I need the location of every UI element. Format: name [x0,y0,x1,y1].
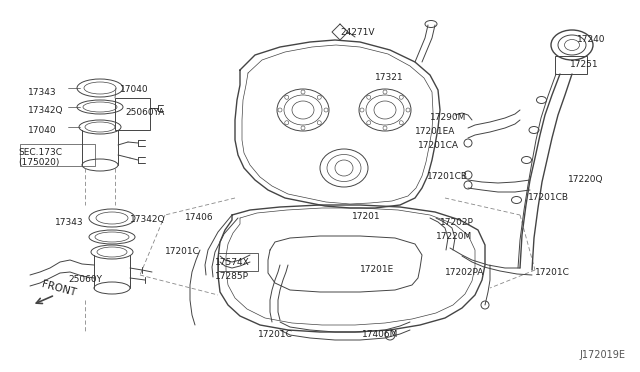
Text: 17342Q: 17342Q [28,106,63,115]
Text: 24271V: 24271V [340,28,374,37]
Bar [218,253,258,271]
Circle shape [464,181,472,189]
Text: 17201C: 17201C [165,247,200,256]
Text: 17201EA: 17201EA [415,127,456,136]
Text: 17321: 17321 [375,73,404,82]
Text: 17202P: 17202P [440,218,474,227]
Text: 17574X: 17574X [215,258,250,267]
Bar [20,144,95,166]
Text: 17201CB: 17201CB [528,193,569,202]
Text: 17202PA: 17202PA [445,268,484,277]
Text: 17240: 17240 [577,35,605,44]
Text: 17040: 17040 [120,85,148,94]
Text: 25060YA: 25060YA [125,108,164,117]
Bar [115,98,150,130]
Text: 17290M: 17290M [430,113,467,122]
Text: 17220Q: 17220Q [568,175,604,184]
Text: 17285P: 17285P [215,272,249,281]
Text: 25060Y: 25060Y [68,275,102,284]
Text: 17201C: 17201C [535,268,570,277]
Text: FRONT: FRONT [40,279,77,298]
Text: SEC.173C: SEC.173C [18,148,62,157]
Text: 17342Q: 17342Q [130,215,166,224]
Text: J172019E: J172019E [579,350,625,360]
Text: 17343: 17343 [55,218,84,227]
Text: 17040: 17040 [28,126,56,135]
Text: 17201CB: 17201CB [427,172,468,181]
Text: 17343: 17343 [28,88,56,97]
Text: 17201C: 17201C [258,330,293,339]
Text: 17251: 17251 [570,60,598,69]
Circle shape [464,139,472,147]
Bar [555,56,587,74]
Text: (175020): (175020) [18,158,60,167]
Circle shape [464,171,472,179]
Text: 17406M: 17406M [362,330,398,339]
Text: 17406: 17406 [185,213,214,222]
Text: 17201CA: 17201CA [418,141,459,150]
Text: 17201: 17201 [352,212,381,221]
Text: 17220M: 17220M [436,232,472,241]
Text: 17201E: 17201E [360,265,394,274]
